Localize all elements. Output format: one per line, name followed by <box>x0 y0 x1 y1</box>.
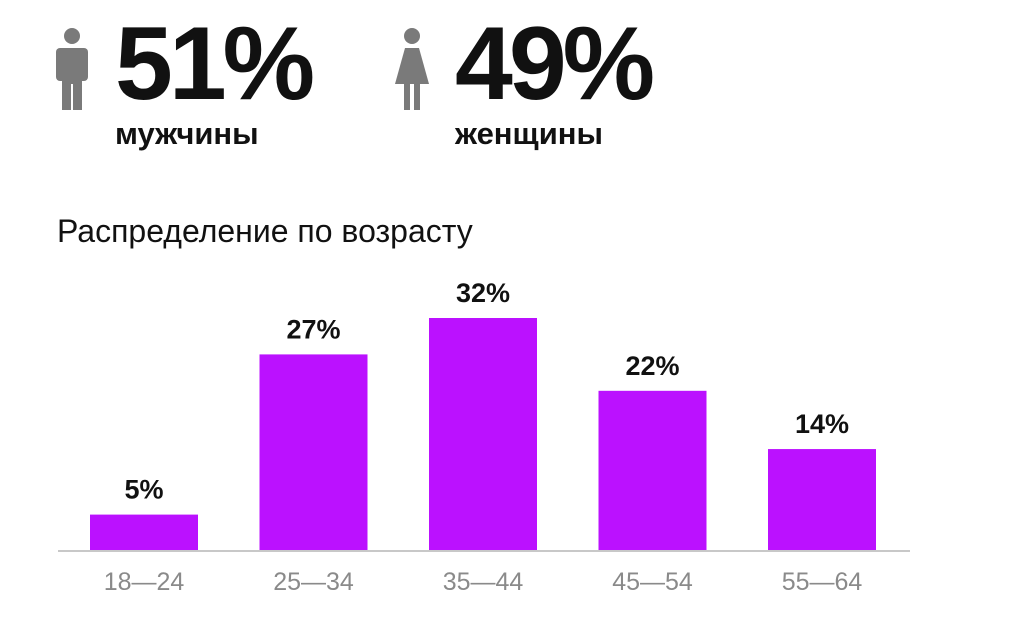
bar-18—24 <box>90 514 198 551</box>
data-label: 32% <box>456 278 510 308</box>
x-tick-label: 18—24 <box>104 568 185 596</box>
data-label: 27% <box>286 314 340 344</box>
x-tick-label: 45—54 <box>612 568 693 596</box>
x-tick-label: 25—34 <box>273 568 354 596</box>
data-label: 5% <box>124 475 163 505</box>
female-percent: 49% <box>455 6 655 122</box>
bar-35—44 <box>429 318 537 551</box>
bar-55—64 <box>768 449 876 551</box>
data-label: 22% <box>625 351 679 381</box>
bar-25—34 <box>259 354 368 551</box>
male-person-icon <box>56 28 88 110</box>
bars-layer <box>90 318 876 551</box>
data-label: 14% <box>795 409 849 439</box>
chart-title: Распределение по возрасту <box>57 213 473 249</box>
labels-layer: 5% 18—24 27% 25—34 32% 35—44 22% 45—54 14% 55—64 <box>104 278 863 596</box>
male-percent: 51% <box>115 6 315 122</box>
x-tick-label: 35—44 <box>443 568 524 596</box>
female-label: женщины <box>455 116 603 151</box>
female-person-icon <box>395 28 429 110</box>
male-label: мужчины <box>115 116 259 151</box>
bar-45—54 <box>598 390 707 551</box>
x-tick-label: 55—64 <box>782 568 863 596</box>
